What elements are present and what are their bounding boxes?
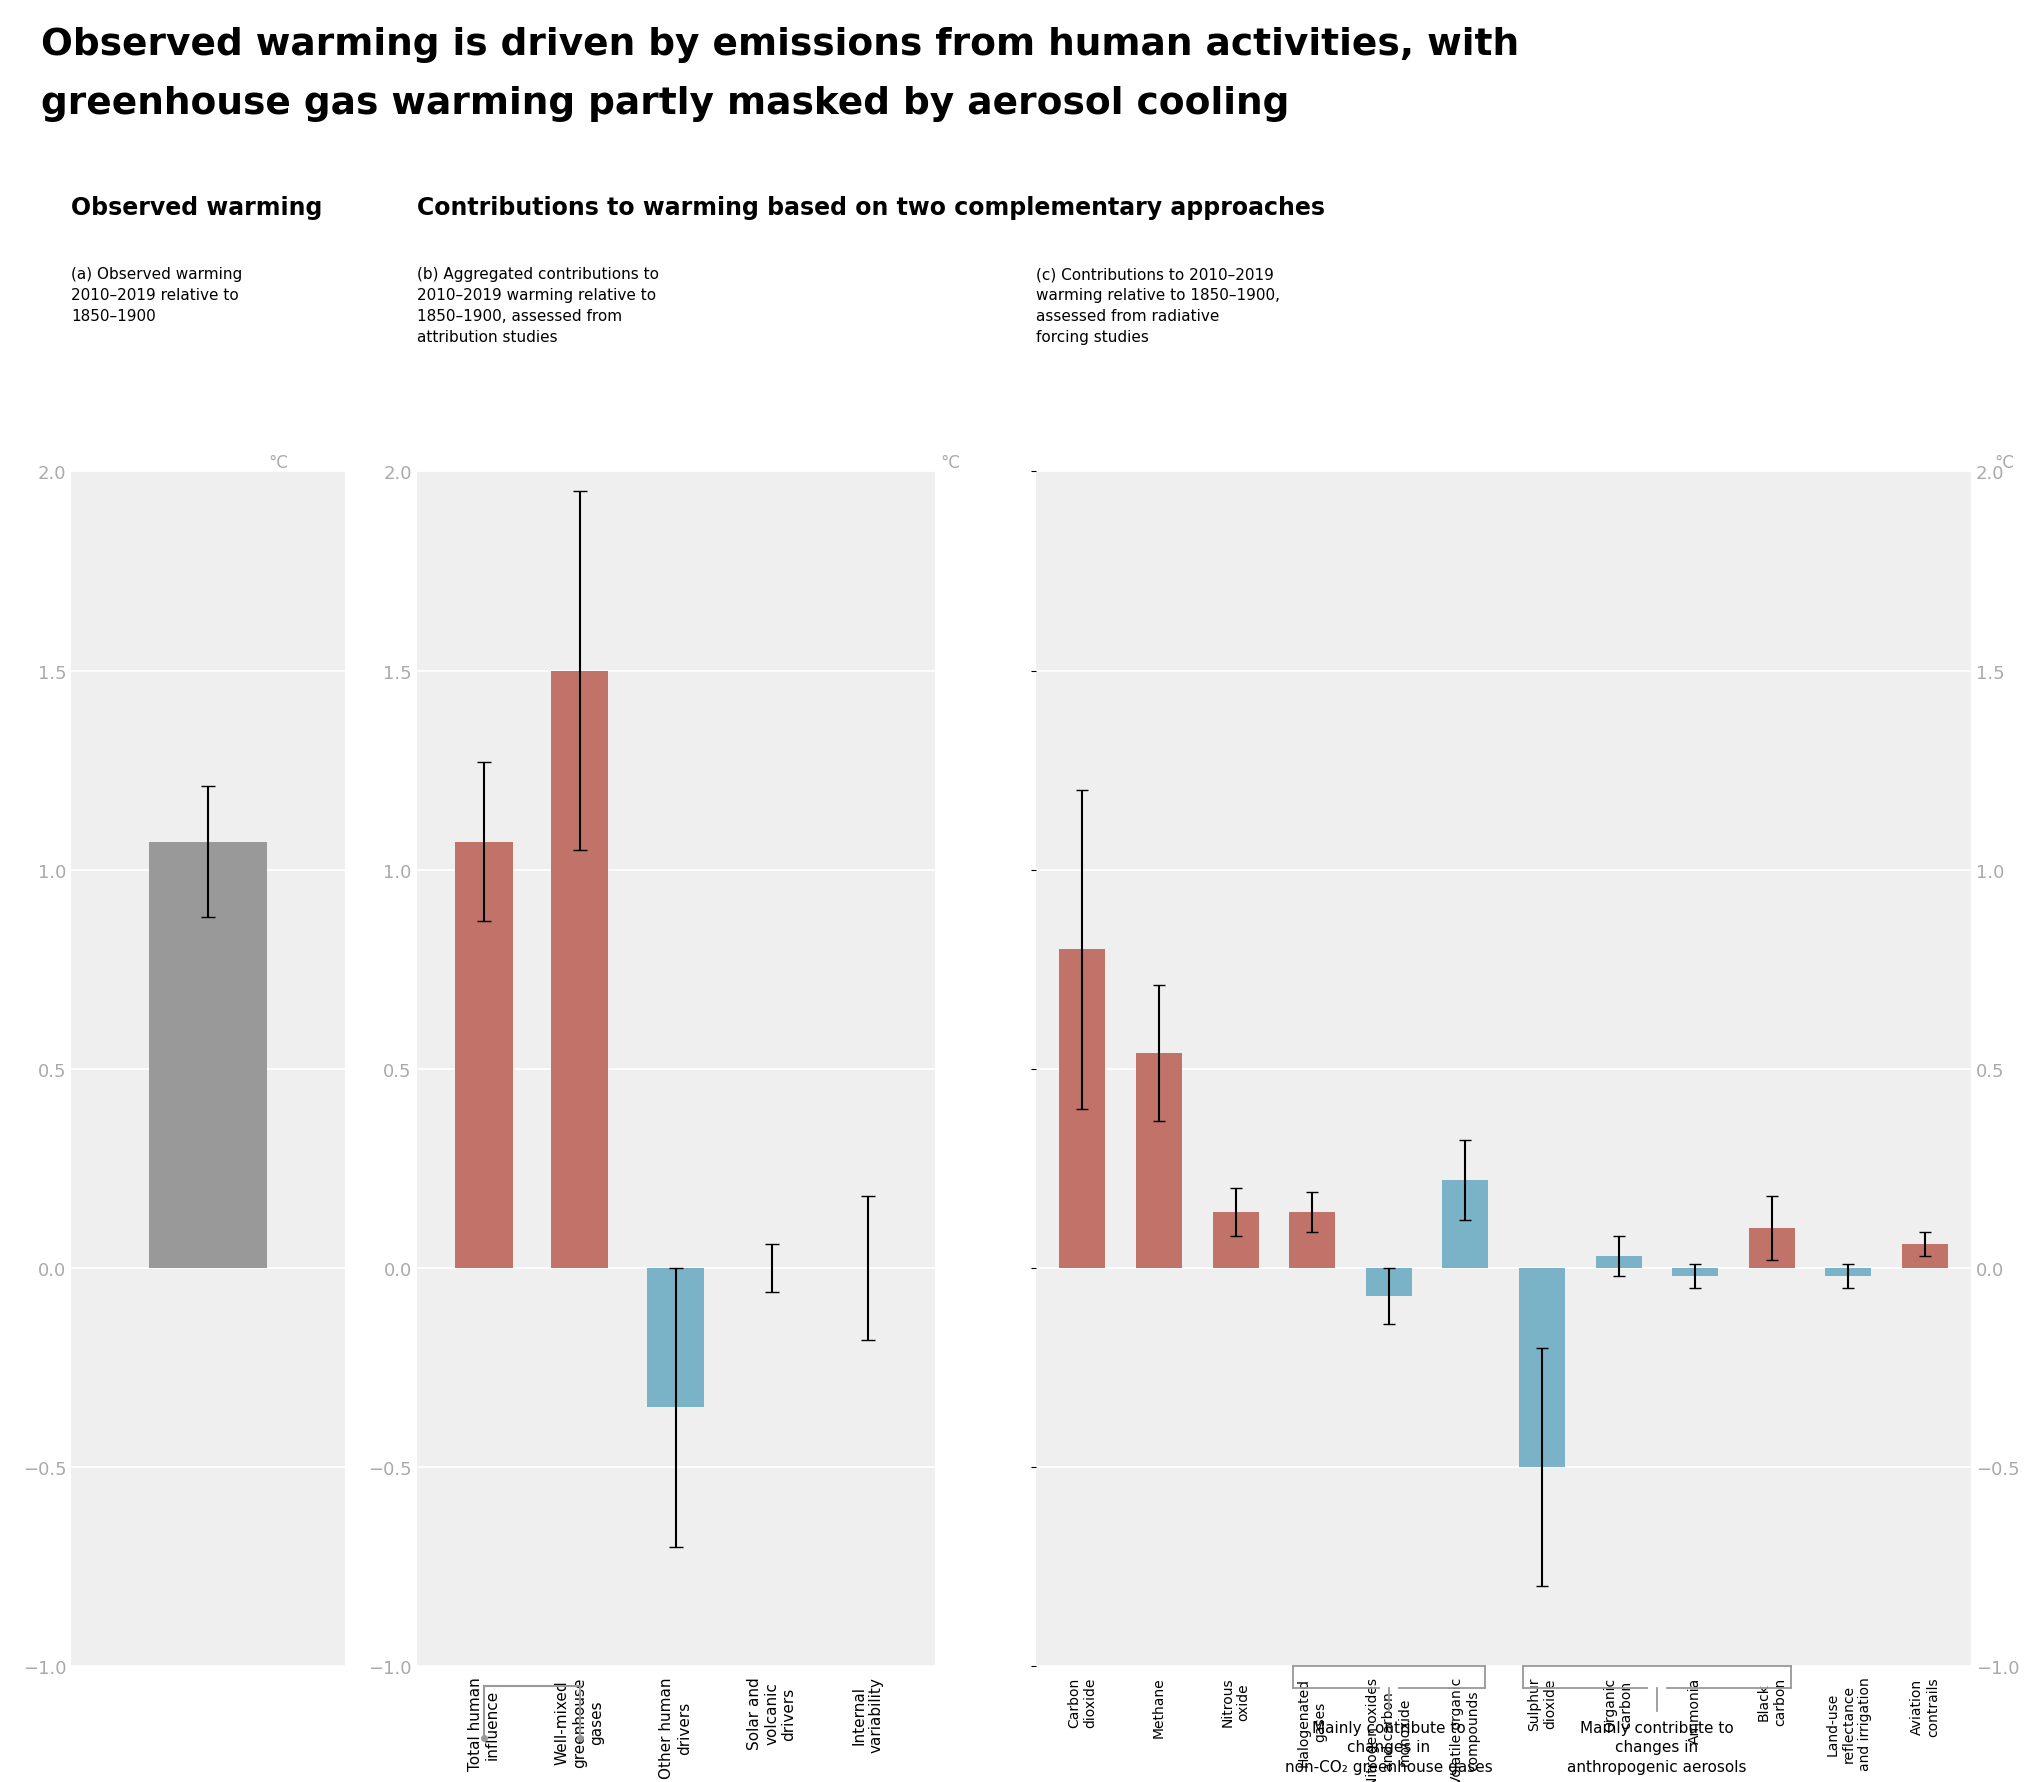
Bar — [1902, 1244, 1949, 1269]
Text: °C: °C — [941, 454, 959, 472]
Bar — [1059, 950, 1105, 1269]
Text: Observed warming: Observed warming — [71, 196, 323, 219]
Bar — [1825, 1269, 1871, 1276]
Text: °C: °C — [1993, 454, 2014, 472]
Bar — [1366, 1269, 1412, 1296]
Bar — [1288, 1212, 1335, 1269]
Bar — [1595, 1256, 1642, 1269]
Text: Mainly contribute to
changes in
non-CO₂ greenhouse gases: Mainly contribute to changes in non-CO₂ … — [1284, 1720, 1494, 1775]
Bar — [1213, 1212, 1258, 1269]
Text: °C: °C — [268, 454, 289, 472]
Text: (b) Aggregated contributions to
2010–2019 warming relative to
1850–1900, assesse: (b) Aggregated contributions to 2010–201… — [417, 267, 658, 346]
Bar — [150, 843, 266, 1269]
Text: (a) Observed warming
2010–2019 relative to
1850–1900: (a) Observed warming 2010–2019 relative … — [71, 267, 242, 324]
Bar — [1136, 1053, 1183, 1269]
Bar — [455, 843, 512, 1269]
Bar — [1750, 1228, 1794, 1269]
Text: (c) Contributions to 2010–2019
warming relative to 1850–1900,
assessed from radi: (c) Contributions to 2010–2019 warming r… — [1036, 267, 1280, 346]
Bar — [1443, 1181, 1487, 1269]
Bar — [646, 1269, 705, 1408]
Text: Mainly contribute to
changes in
anthropogenic aerosols: Mainly contribute to changes in anthropo… — [1567, 1720, 1748, 1775]
Bar — [1672, 1269, 1719, 1276]
Bar — [551, 672, 608, 1269]
Text: Contributions to warming based on two complementary approaches: Contributions to warming based on two co… — [417, 196, 1325, 219]
Text: Observed warming is driven by emissions from human activities, with: Observed warming is driven by emissions … — [41, 27, 1518, 62]
Bar — [1520, 1269, 1565, 1467]
Text: greenhouse gas warming partly masked by aerosol cooling: greenhouse gas warming partly masked by … — [41, 86, 1288, 121]
